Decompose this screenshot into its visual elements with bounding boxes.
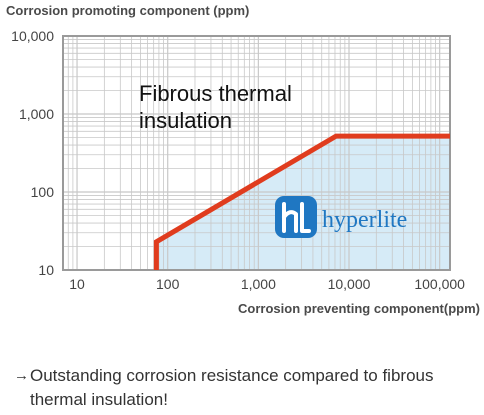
x-tick-label: 1,000 (241, 276, 276, 292)
annotation-below-line: hyperlite (322, 207, 407, 233)
plot-frame (62, 35, 451, 271)
annotation-above-line-1: Fibrous thermal (139, 81, 292, 106)
x-tick-label: 100 (156, 276, 180, 292)
grid (63, 36, 450, 270)
x-tick-label: 10 (69, 276, 85, 292)
y-tick-label: 10 (38, 262, 54, 278)
x-tick-label: 100,000 (414, 276, 465, 292)
x-axis-ticks: 10 100 1,000 10,000 100,000 (69, 276, 465, 292)
caption: → Outstanding corrosion resistance compa… (14, 364, 474, 412)
y-tick-label: 100 (31, 184, 55, 200)
hyperlite-logo: hyperlite (275, 196, 407, 238)
y-tick-label: 10,000 (11, 28, 54, 44)
arrow-icon: → (14, 367, 29, 384)
x-axis-title: Corrosion preventing component(ppm) (238, 301, 480, 316)
x-tick-label: 10,000 (328, 276, 371, 292)
annotation-above-line-2: insulation (139, 108, 232, 133)
caption-text: Outstanding corrosion resistance compare… (30, 366, 434, 409)
series-line-boundary (153, 133, 450, 270)
y-axis-ticks: 10 100 1,000 10,000 (11, 28, 54, 278)
y-axis-title: Corrosion promoting component (ppm) (6, 3, 249, 18)
y-tick-label: 1,000 (19, 106, 54, 122)
hyperlite-logo-glyph (282, 202, 311, 233)
